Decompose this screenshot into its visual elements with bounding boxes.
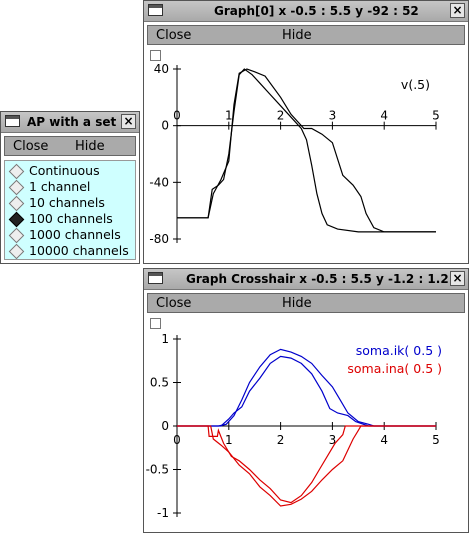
series-line [177,425,436,507]
y-tick-label: 0 [161,419,169,433]
chart-layer: 0 1 2 3 4 5 1 0.5 0 -0.5 -1 soma.ik( 0.5 ) soma.ina(… [146,332,442,520]
x-tick-label: 2 [277,109,285,123]
graph-window-title: Graph[0] x -0.5 : 5.5 y -92 : 52 [214,4,419,18]
radio-option-label: 1000 channels [29,227,121,242]
close-button[interactable]: Close [156,28,192,43]
radio-unselected-icon[interactable] [8,195,25,212]
graph-titlebar[interactable]: Graph[0] x -0.5 : 5.5 y -92 : 52 × [144,1,468,22]
hide-button[interactable]: Hide [282,296,312,311]
voltage-chart[interactable]: 0 1 2 3 4 5 40 0 -40 -80 v(.5) [146,49,466,261]
crosshair-window-title: Graph Crosshair x -0.5 : 5.5 y -1.2 : 1.… [186,272,449,286]
radio-option-label: 10000 channels [29,243,129,258]
close-button[interactable]: Close [13,139,49,154]
legend-label: soma.ik( 0.5 ) [356,343,442,358]
y-tick-label: -40 [149,175,169,189]
ap-menubar: Close Hide [4,136,136,156]
x-tick-label: 3 [329,109,337,123]
series-line [177,68,436,233]
x-tick-label: 1 [225,109,233,123]
ap-window-title: AP with a set o [27,115,119,129]
window-menu-icon[interactable] [148,272,163,284]
radio-option-label: Continuous [29,163,100,178]
y-tick-label: 0.5 [150,376,169,390]
graph-menubar: Close Hide [147,25,465,45]
close-button[interactable]: Close [156,296,192,311]
x-tick-label: 4 [380,109,388,123]
radio-unselected-icon[interactable] [8,227,25,244]
current-chart[interactable]: 0 1 2 3 4 5 1 0.5 0 -0.5 -1 soma.ik( 0.5 ) soma.ina(… [146,317,466,529]
y-tick-label: 40 [154,62,169,76]
x-tick-label: 0 [173,109,181,123]
x-tick-label: 3 [329,433,337,447]
radio-unselected-icon[interactable] [8,163,25,180]
ap-titlebar[interactable]: AP with a set o × [1,112,139,133]
window-menu-icon[interactable] [5,115,20,127]
legend-label: soma.ina( 0.5 ) [347,361,442,376]
graph-checkbox[interactable] [150,50,161,61]
radio-unselected-icon[interactable] [8,179,25,196]
crosshair-menubar: Close Hide [147,293,465,313]
series-line [177,348,436,427]
radio-option-label: 1 channel [29,179,91,194]
radio-option-label: 100 channels [29,211,113,226]
hide-button[interactable]: Hide [75,139,105,154]
series-line [177,355,436,427]
close-icon[interactable]: × [450,271,465,286]
ap-window: AP with a set o × Close Hide Continuous 1… [0,111,140,264]
y-tick-label: 1 [161,332,169,346]
graph-window: Graph[0] x -0.5 : 5.5 y -92 : 52 × Close… [143,0,469,264]
legend-label: v(.5) [401,77,430,92]
window-menu-icon[interactable] [148,4,163,16]
graph-checkbox[interactable] [150,318,161,329]
chart-layer: 0 1 2 3 4 5 40 0 -40 -80 v(.5) [149,62,439,246]
close-icon[interactable]: × [121,114,136,129]
radio-selected-icon[interactable] [8,211,25,228]
y-tick-label: -1 [157,506,169,520]
radio-option-label: 10 channels [29,195,105,210]
y-tick-label: -80 [149,232,169,246]
y-tick-label: -0.5 [146,463,169,477]
radio-unselected-icon[interactable] [8,243,25,260]
x-tick-label: 0 [173,433,181,447]
crosshair-titlebar[interactable]: Graph Crosshair x -0.5 : 5.5 y -1.2 : 1.… [144,269,468,290]
x-tick-label: 5 [432,109,440,123]
hide-button[interactable]: Hide [282,28,312,43]
channel-options: Continuous 1 channel 10 channels 100 channe… [4,160,136,260]
x-tick-label: 1 [225,433,233,447]
series-line [177,425,436,504]
series-line [177,68,436,233]
x-tick-label: 2 [277,433,285,447]
close-icon[interactable]: × [450,3,465,18]
y-tick-label: 0 [161,119,169,133]
crosshair-window: Graph Crosshair x -0.5 : 5.5 y -1.2 : 1.… [143,268,469,533]
x-tick-label: 4 [380,433,388,447]
x-tick-label: 5 [432,433,440,447]
